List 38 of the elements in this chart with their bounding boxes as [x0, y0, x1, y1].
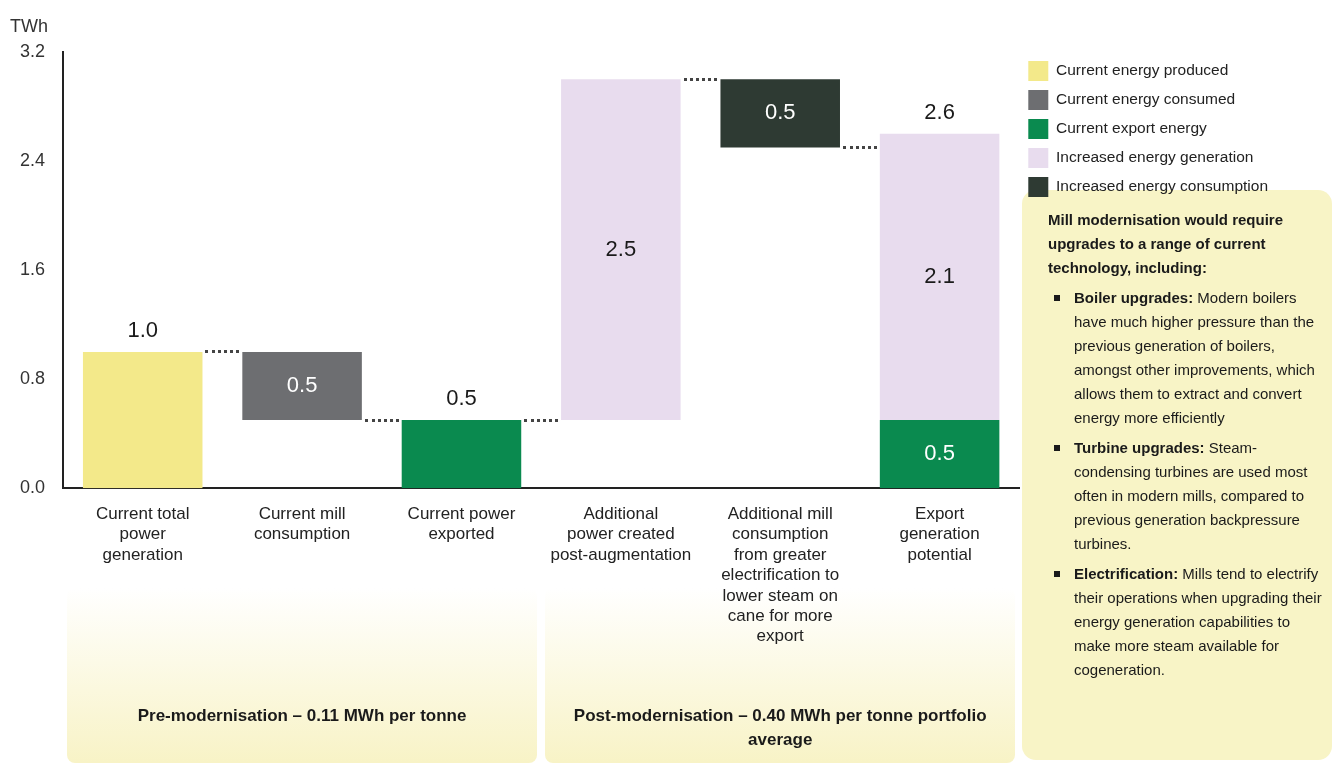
text: Boiler upgrades: Modern boilers have much higher pressure than the previous generation of boilers, amongst other improvements, which allows them to extract and convert energy more efficiently [1074, 288, 1316, 428]
y-tick-label: 0.8 [19, 368, 46, 389]
bar [82, 351, 203, 489]
bar [242, 351, 362, 421]
bar [561, 79, 681, 421]
x-tick-label: Current total power generation [95, 504, 190, 564]
legend-label: Current export energy [1056, 119, 1208, 137]
text: Mill modernisation would require upgrades to a range of current technology, including: [1048, 210, 1285, 278]
bar [879, 133, 1000, 421]
legend-label: Increased energy consumption [1056, 177, 1269, 195]
x-tick-label: Current power exported [407, 504, 516, 544]
data-label: 2.5 [605, 235, 637, 261]
y-tick-label: 3.2 [19, 40, 46, 61]
x-tick-label: Additional mill consumption from greater electrification to lower steam on cane for more export [721, 504, 840, 646]
data-label: 2.1 [924, 262, 955, 288]
text: Post-modernisation – 0.40 MWh per tonne portfolio average [572, 705, 988, 751]
bar [879, 420, 1000, 489]
data-label: 1.0 [127, 316, 159, 342]
legend-label: Current energy produced [1056, 61, 1229, 79]
total-label: 2.6 [924, 98, 955, 124]
bar [720, 79, 840, 148]
y-tick-label: 2.4 [19, 150, 46, 171]
x-tick-label: Additional power created post-augmentation [550, 504, 692, 564]
y-tick-label: 1.6 [19, 259, 46, 280]
data-label: 0.5 [286, 372, 318, 398]
data-label: 0.5 [764, 99, 796, 125]
legend-label: Current energy consumed [1056, 90, 1236, 108]
text: Electrification: Mills tend to electrify their operations when upgrading their energy generation capabilities to make more steam available for cogeneration. [1074, 564, 1323, 680]
data-label: 0.5 [446, 385, 477, 411]
legend-label: Increased energy generation [1056, 148, 1254, 166]
y-axis-title: TWh [10, 15, 48, 36]
text: Pre-modernisation – 0.11 MWh per tonne [136, 705, 468, 727]
bar [401, 420, 522, 489]
data-label: 0.5 [924, 440, 955, 466]
x-tick-label: Current mill consumption [253, 504, 351, 544]
text: Turbine upgrades: Steam-condensing turbines are used most often in modern mills, compared to previous generation backpressure turbines. [1074, 438, 1309, 554]
x-tick-label: Export generation potential [899, 504, 980, 564]
y-tick-label: 0.0 [19, 477, 46, 498]
